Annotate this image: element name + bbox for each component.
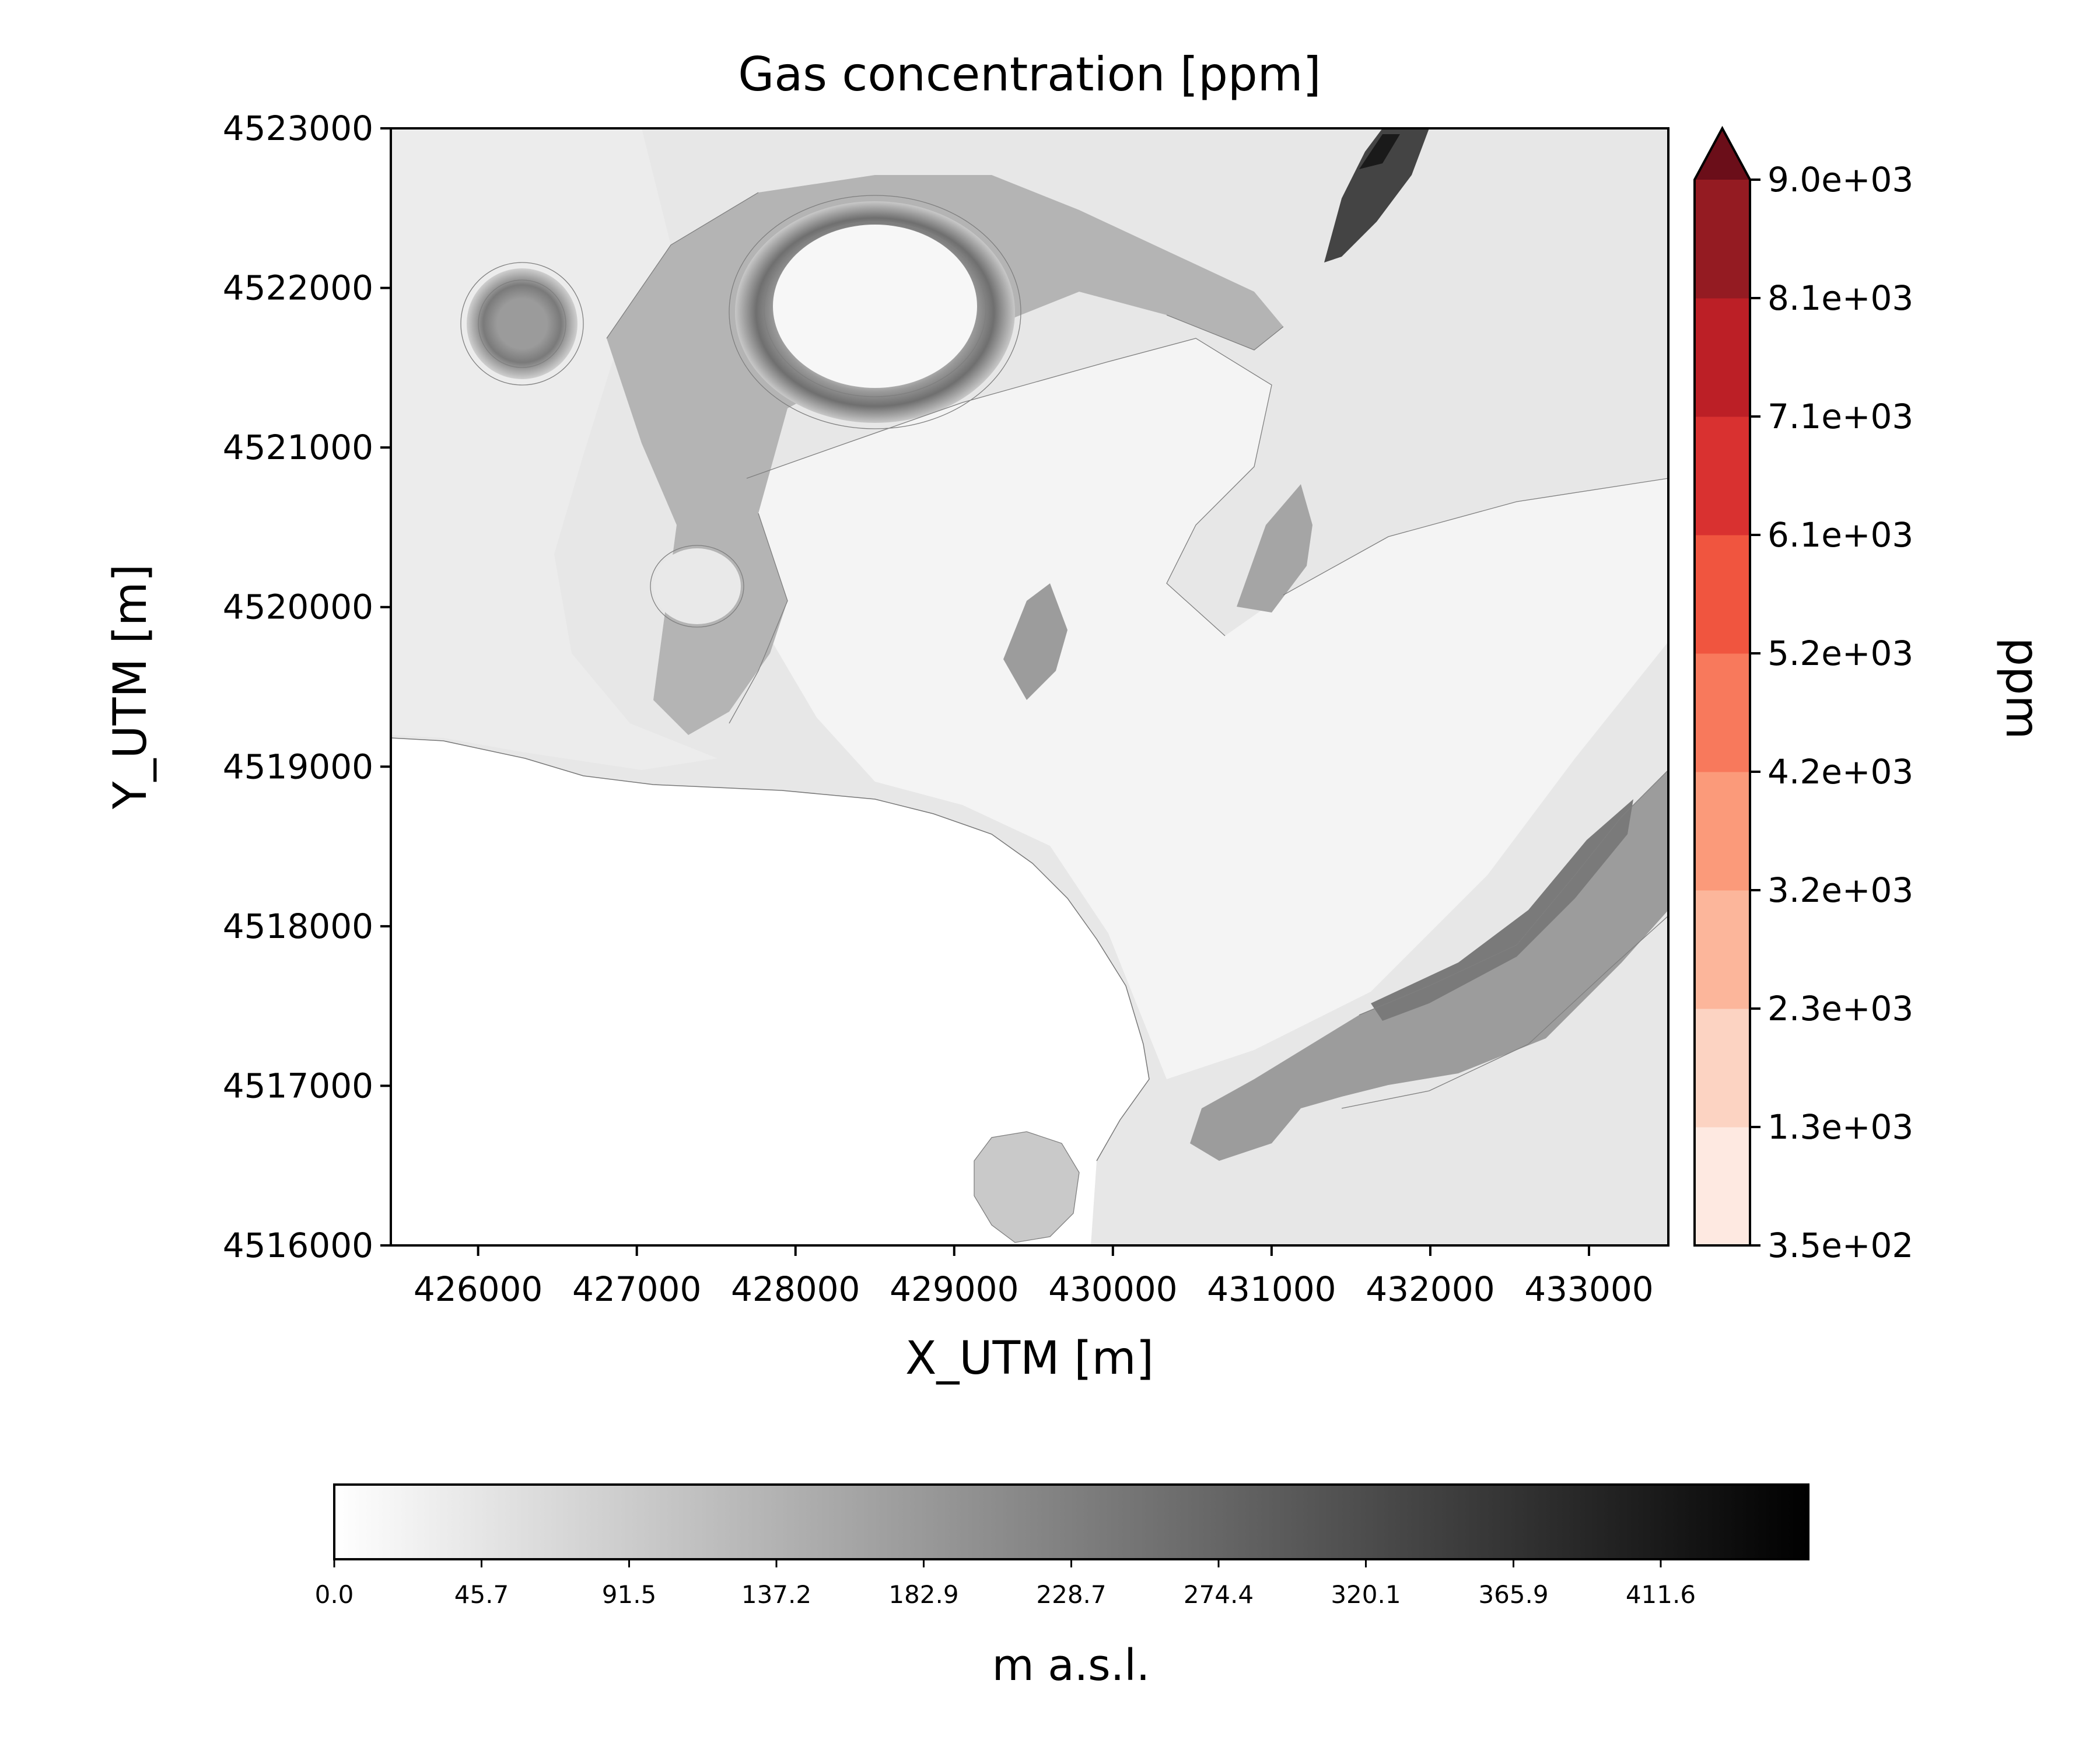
y-tick-label: 4522000	[223, 268, 373, 308]
ppm-band	[1695, 1009, 1750, 1128]
x-tick-label: 426000	[414, 1269, 542, 1309]
coastline	[391, 737, 1150, 1161]
y-tick-label: 4516000	[223, 1226, 373, 1265]
ppm-tick-label: 3.2e+03	[1768, 870, 1913, 910]
ppm-colorbar: 3.5e+02 1.3e+03 2.3e+03 3.2e+03 4.2e+03 5.2e+…	[1693, 125, 1913, 1265]
x-axis-ticks: 426000 427000 428000 429000 430000 431000 4320…	[414, 1245, 1654, 1309]
elevation-tick-label: 228.7	[1036, 1580, 1106, 1609]
y-tick-label: 4523000	[223, 108, 373, 148]
x-tick-label: 433000	[1524, 1269, 1653, 1309]
x-tick-label: 430000	[1048, 1269, 1177, 1309]
ppm-band	[1695, 772, 1750, 891]
ppm-band	[1695, 1127, 1750, 1246]
ppm-tick-label: 7.1e+03	[1768, 397, 1913, 436]
ppm-tick-label: 1.3e+03	[1768, 1107, 1913, 1147]
peak-northeast	[1324, 128, 1429, 262]
crater-ring-west	[467, 268, 578, 379]
ppm-band	[1695, 416, 1750, 536]
ridge-east	[1190, 770, 1668, 1161]
elevation-colorbar	[333, 1483, 1810, 1560]
ppm-band	[1695, 653, 1750, 772]
y-tick-label: 4521000	[223, 428, 373, 467]
elevation-tick-label: 137.2	[741, 1580, 811, 1609]
ppm-tick-label: 8.1e+03	[1768, 278, 1913, 318]
elevation-tick-label: 365.9	[1478, 1580, 1548, 1609]
y-tick-label: 4520000	[223, 587, 373, 627]
map-area	[391, 128, 1668, 1245]
elevation-colorbar-ticks: 0.0 45.7 91.5 137.2 182.9 228.7 274.4 320.1 365.…	[315, 1559, 1696, 1609]
elevation-tick-label: 0.0	[315, 1580, 354, 1609]
x-tick-label: 428000	[731, 1269, 860, 1309]
island-south	[974, 1132, 1079, 1242]
elevation-tick-label: 45.7	[454, 1580, 509, 1609]
y-axis-label: Y_UTM [m]	[104, 564, 157, 810]
ppm-band	[1695, 298, 1750, 417]
ppm-band	[1695, 535, 1750, 654]
map-frame	[390, 127, 1670, 1247]
ppm-tick-label: 2.3e+03	[1768, 989, 1913, 1028]
contour-lines	[460, 192, 1668, 1243]
ppm-tick-label: 6.1e+03	[1768, 515, 1913, 555]
elevation-tick-label: 91.5	[602, 1580, 657, 1609]
plain-region	[747, 338, 1668, 1079]
ppm-extend-triangle	[1695, 128, 1750, 180]
ppm-colorbar-label: ppm	[1996, 637, 2048, 739]
ppm-tick-label: 3.5e+02	[1768, 1226, 1913, 1265]
elevation-colorbar-label: m a.s.l.	[992, 1640, 1150, 1690]
ppm-tick-label: 9.0e+03	[1768, 160, 1913, 200]
y-tick-label: 4517000	[223, 1066, 373, 1105]
y-axis-ticks: 4516000 4517000 4518000 4519000 4520000 45210…	[223, 108, 391, 1265]
ppm-outline	[1693, 125, 1751, 1247]
crater-east-small	[1003, 583, 1068, 700]
x-tick-label: 431000	[1207, 1269, 1336, 1309]
chart-title: Gas concentration [ppm]	[738, 47, 1321, 102]
x-tick-label: 432000	[1366, 1269, 1494, 1309]
west-land	[391, 128, 718, 770]
elevation-tick-label: 411.6	[1626, 1580, 1696, 1609]
ppm-band	[1695, 890, 1750, 1009]
ppm-band	[1695, 180, 1750, 299]
sea-region	[391, 738, 1149, 1245]
ppm-tick-label: 4.2e+03	[1768, 752, 1913, 792]
y-tick-label: 4519000	[223, 747, 373, 786]
x-tick-label: 429000	[890, 1269, 1019, 1309]
ppm-tick-label: 5.2e+03	[1768, 634, 1913, 673]
x-axis-label: X_UTM [m]	[905, 1332, 1154, 1385]
elevation-tick-label: 320.1	[1331, 1580, 1401, 1609]
y-tick-label: 4518000	[223, 907, 373, 946]
x-tick-label: 427000	[572, 1269, 701, 1309]
elevation-tick-label: 274.4	[1184, 1580, 1254, 1609]
elevation-tick-label: 182.9	[888, 1580, 958, 1609]
